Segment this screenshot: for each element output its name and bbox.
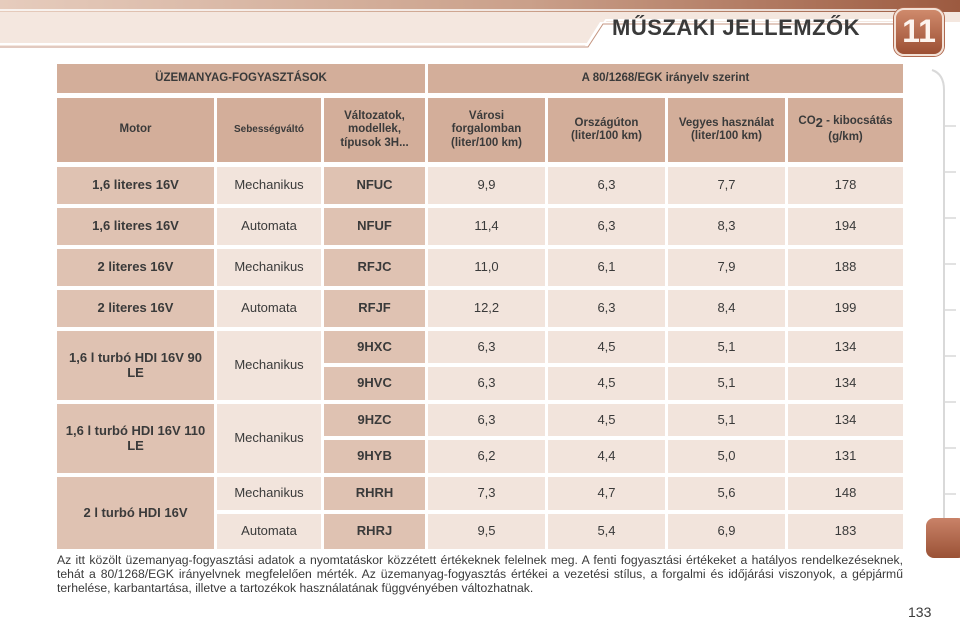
- variant-cell: RHRH: [324, 477, 425, 510]
- variant-cell: NFUC: [324, 167, 425, 204]
- highway-value: 5,4: [548, 514, 665, 549]
- motor-cell: 2 literes 16V: [57, 249, 214, 286]
- variant-cell: 9HYB: [324, 440, 425, 473]
- city-value: 11,4: [428, 208, 545, 245]
- highway-value: 6,3: [548, 290, 665, 327]
- page-number: 133: [908, 604, 932, 620]
- column-header-gearbox: Sebességváltó: [217, 98, 321, 162]
- motor-cell: 1,6 l turbó HDI 16V 110 LE: [57, 404, 214, 473]
- variant-cell: RHRJ: [324, 514, 425, 549]
- mixed-value: 7,9: [668, 249, 785, 286]
- column-header-city: Városi forgalomban (liter/100 km): [428, 98, 545, 162]
- city-value: 9,5: [428, 514, 545, 549]
- highway-value: 6,3: [548, 167, 665, 204]
- co2-value: 148: [788, 477, 903, 510]
- mixed-value: 6,9: [668, 514, 785, 549]
- mixed-value: 5,1: [668, 331, 785, 363]
- highway-value: 6,1: [548, 249, 665, 286]
- co2-label-suffix: - kibocsátás (g/km): [822, 115, 893, 144]
- co2-value: 178: [788, 167, 903, 204]
- column-header-mixed: Vegyes használat (liter/100 km): [668, 98, 785, 162]
- chapter-badge: 11: [894, 8, 944, 56]
- mixed-value: 5,1: [668, 404, 785, 436]
- gearbox-cell: Mechanikus: [217, 331, 321, 400]
- mixed-value: 7,7: [668, 167, 785, 204]
- city-value: 11,0: [428, 249, 545, 286]
- motor-cell: 1,6 l turbó HDI 16V 90 LE: [57, 331, 214, 400]
- column-header-variant: Változatok, modellek, típusok 3H...: [324, 98, 425, 162]
- gearbox-cell: Automata: [217, 514, 321, 549]
- mixed-value: 8,4: [668, 290, 785, 327]
- variant-cell: RFJC: [324, 249, 425, 286]
- motor-cell: 1,6 literes 16V: [57, 208, 214, 245]
- gearbox-cell: Mechanikus: [217, 404, 321, 473]
- chapter-number: 11: [902, 13, 936, 49]
- co2-header-text: CO2 - kibocsátás (g/km): [796, 115, 895, 144]
- group-header-directive: A 80/1268/EGK irányelv szerint: [428, 64, 903, 93]
- footnote-paragraph: Az itt közölt üzemanyag-fogyasztási adat…: [57, 553, 903, 595]
- gearbox-cell: Mechanikus: [217, 477, 321, 510]
- co2-value: 131: [788, 440, 903, 473]
- co2-value: 134: [788, 404, 903, 436]
- header-decoration: [0, 0, 960, 48]
- mixed-value: 5,0: [668, 440, 785, 473]
- column-header-motor: Motor: [57, 98, 214, 162]
- highway-value: 4,4: [548, 440, 665, 473]
- co2-value: 188: [788, 249, 903, 286]
- motor-cell: 2 literes 16V: [57, 290, 214, 327]
- city-value: 9,9: [428, 167, 545, 204]
- co2-value: 199: [788, 290, 903, 327]
- gearbox-cell: Automata: [217, 290, 321, 327]
- city-value: 6,3: [428, 404, 545, 436]
- header-band: [0, 0, 960, 52]
- variant-cell: 9HVC: [324, 367, 425, 400]
- co2-value: 134: [788, 331, 903, 363]
- highway-value: 4,7: [548, 477, 665, 510]
- column-header-highway: Országúton (liter/100 km): [548, 98, 665, 162]
- column-header-co2: CO2 - kibocsátás (g/km): [788, 98, 903, 162]
- variant-cell: NFUF: [324, 208, 425, 245]
- city-value: 6,3: [428, 367, 545, 400]
- chapter-tab-marker: [926, 518, 960, 558]
- mixed-value: 5,1: [668, 367, 785, 400]
- highway-value: 4,5: [548, 331, 665, 363]
- gearbox-cell: Mechanikus: [217, 249, 321, 286]
- co2-subscript: 2: [815, 115, 823, 131]
- variant-cell: RFJF: [324, 290, 425, 327]
- highway-value: 4,5: [548, 404, 665, 436]
- co2-value: 183: [788, 514, 903, 549]
- highway-value: 6,3: [548, 208, 665, 245]
- co2-value: 194: [788, 208, 903, 245]
- mixed-value: 8,3: [668, 208, 785, 245]
- city-value: 12,2: [428, 290, 545, 327]
- co2-label: CO: [798, 115, 816, 128]
- city-value: 6,3: [428, 331, 545, 363]
- highway-value: 4,5: [548, 367, 665, 400]
- motor-cell: 1,6 literes 16V: [57, 167, 214, 204]
- city-value: 7,3: [428, 477, 545, 510]
- mixed-value: 5,6: [668, 477, 785, 510]
- side-thumb-lines: [931, 69, 956, 530]
- gearbox-cell: Automata: [217, 208, 321, 245]
- group-header-fuel: ÜZEMANYAG-FOGYASZTÁSOK: [57, 64, 425, 93]
- motor-cell: 2 l turbó HDI 16V: [57, 477, 214, 549]
- variant-cell: 9HXC: [324, 331, 425, 363]
- page-title: MŰSZAKI JELLEMZŐK: [612, 15, 861, 40]
- gearbox-cell: Mechanikus: [217, 167, 321, 204]
- co2-value: 134: [788, 367, 903, 400]
- variant-cell: 9HZC: [324, 404, 425, 436]
- city-value: 6,2: [428, 440, 545, 473]
